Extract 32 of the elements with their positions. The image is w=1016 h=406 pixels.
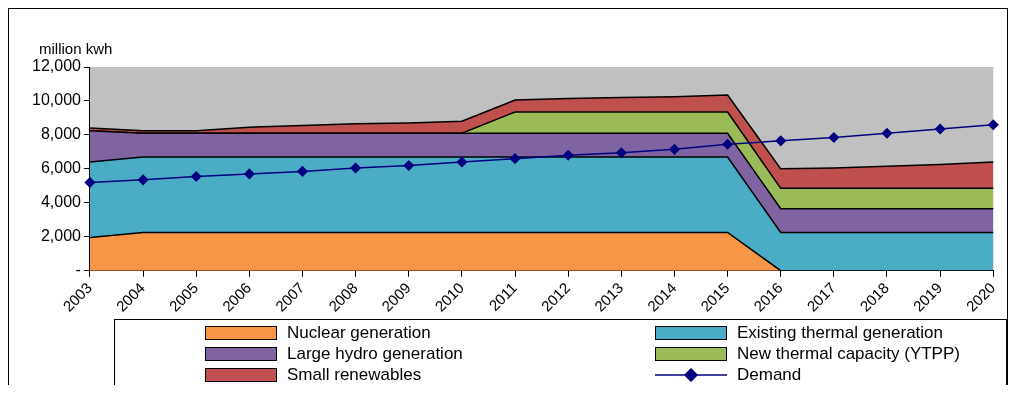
point xyxy=(934,123,946,135)
point xyxy=(988,119,999,130)
point xyxy=(828,132,840,143)
point xyxy=(190,171,202,182)
point xyxy=(456,156,468,168)
point xyxy=(244,168,255,180)
legend-label: Demand xyxy=(737,364,802,385)
point xyxy=(669,144,680,155)
point xyxy=(881,127,893,139)
point xyxy=(84,177,96,188)
point xyxy=(137,174,149,186)
legend-label: New thermal capacity (YTPP) xyxy=(737,343,960,364)
y-tick-label: 10,000 xyxy=(32,91,82,109)
y-tick-label: 2,000 xyxy=(40,227,82,245)
y-tick-label: 6,000 xyxy=(40,159,82,177)
point xyxy=(616,147,627,158)
legend-label: Nuclear generation xyxy=(287,322,431,343)
legend-label: Small renewables xyxy=(287,364,422,385)
y-tick-label: - xyxy=(75,261,81,279)
y-tick-label: 12,000 xyxy=(32,57,82,75)
y-tick-label: 8,000 xyxy=(40,125,82,143)
point xyxy=(350,162,361,174)
point xyxy=(509,153,521,164)
y-axis-title: million kwh xyxy=(39,40,113,57)
legend-label: Existing thermal generation xyxy=(737,322,944,343)
point xyxy=(403,160,415,171)
point xyxy=(775,135,786,147)
point xyxy=(722,138,733,150)
point xyxy=(562,150,574,161)
point xyxy=(297,166,308,177)
legend-label: Large hydro generation xyxy=(287,343,463,364)
y-tick-label: 4,000 xyxy=(40,193,82,211)
